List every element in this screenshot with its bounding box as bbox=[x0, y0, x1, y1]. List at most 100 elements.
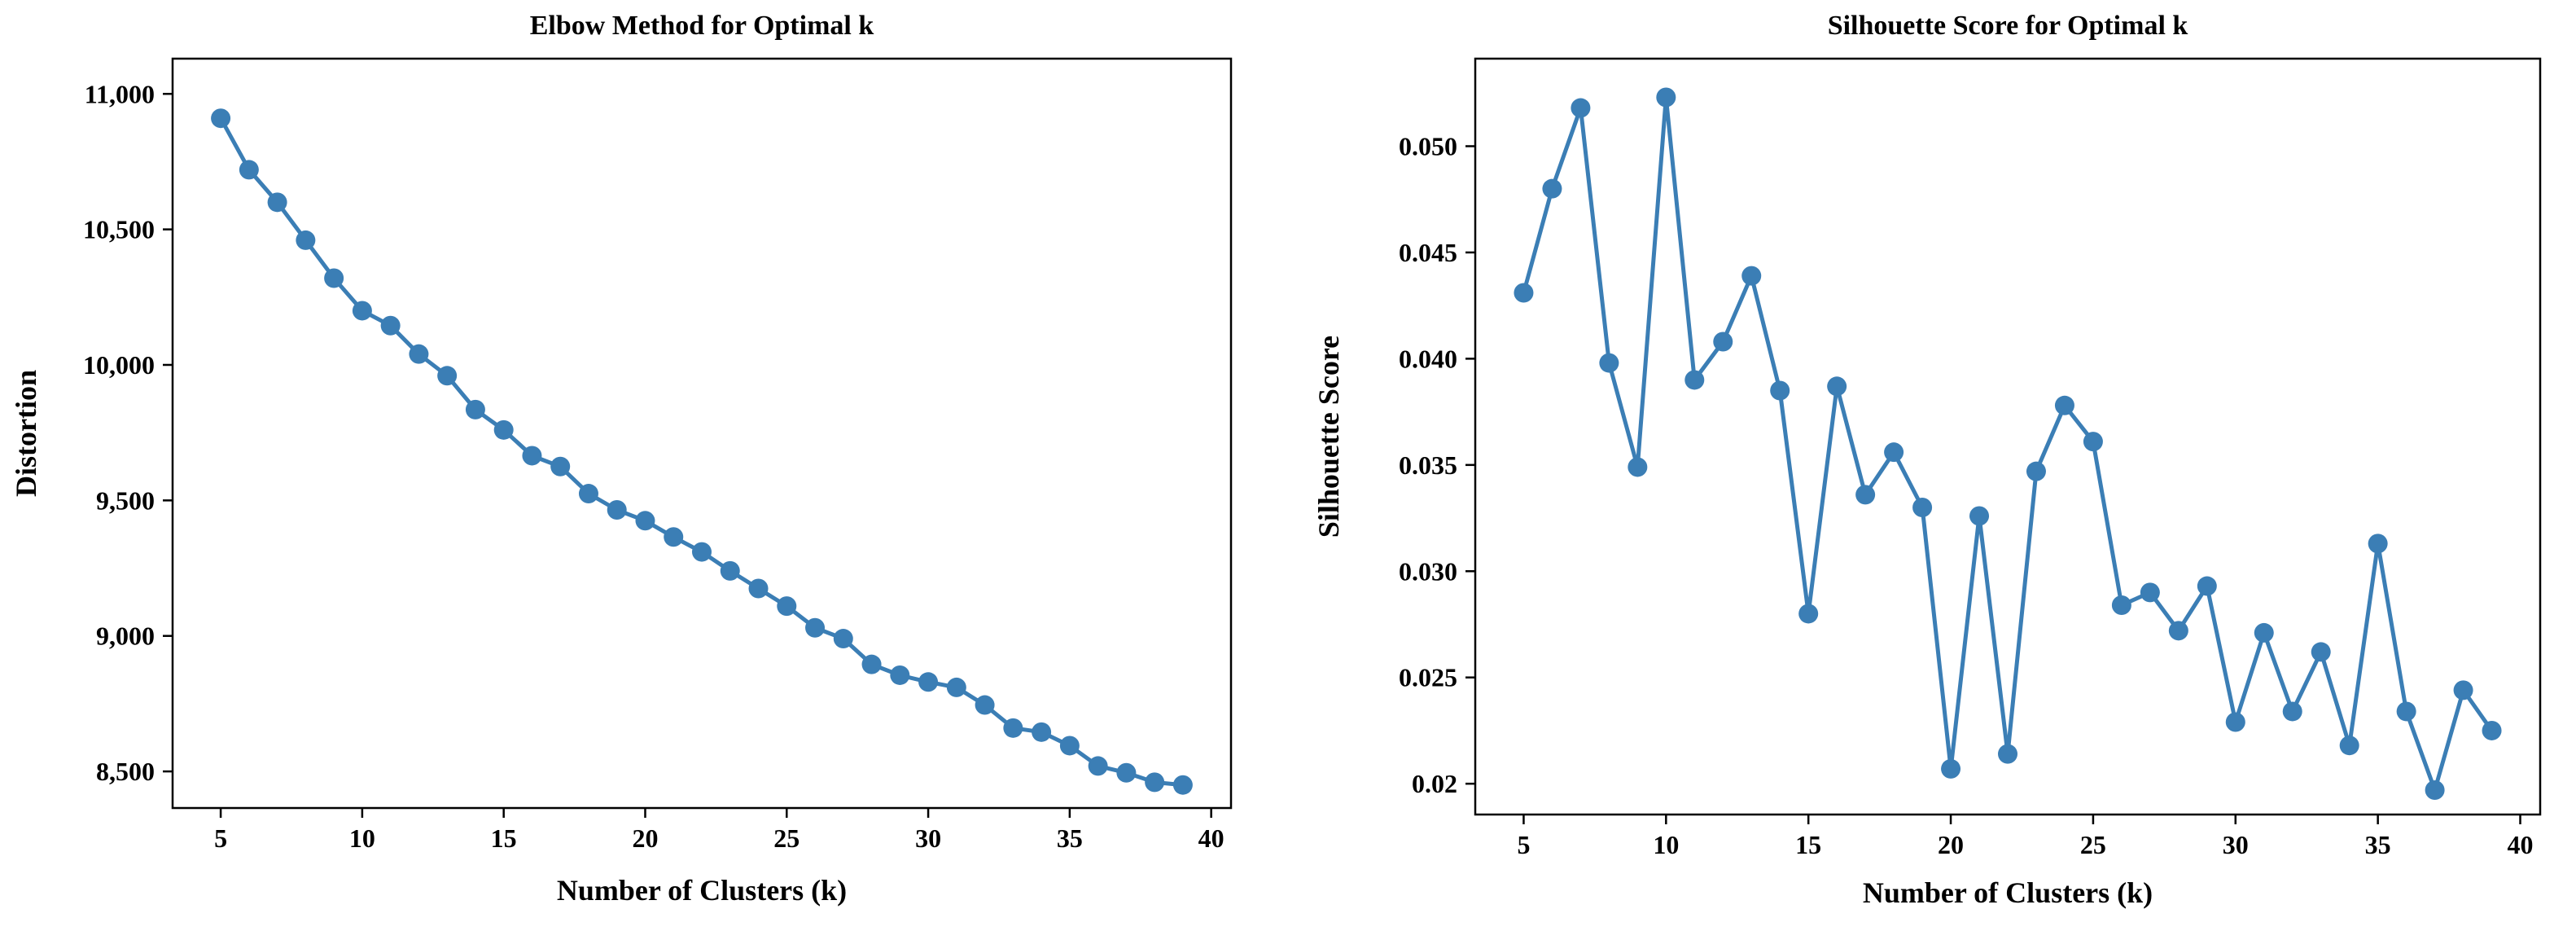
elbow-x-tick-label: 35 bbox=[1057, 823, 1083, 853]
elbow-point-k16 bbox=[522, 446, 542, 466]
silhouette-point-k7 bbox=[1571, 98, 1591, 118]
silhouette-point-k37 bbox=[2425, 779, 2445, 800]
elbow-point-k35 bbox=[1059, 736, 1080, 756]
elbow-point-k24 bbox=[748, 578, 769, 599]
elbow-point-k6 bbox=[239, 160, 259, 180]
silhouette-y-tick-label: 0.025 bbox=[1399, 663, 1457, 692]
silhouette-point-k6 bbox=[1542, 178, 1562, 199]
elbow-point-k10 bbox=[352, 301, 372, 321]
elbow-plot-frame bbox=[171, 57, 1233, 810]
silhouette-point-k11 bbox=[1684, 370, 1705, 390]
silhouette-point-k21 bbox=[1969, 506, 1990, 526]
elbow-point-k5 bbox=[211, 108, 231, 129]
silhouette-point-k27 bbox=[2140, 582, 2160, 603]
silhouette-point-k17 bbox=[1855, 485, 1876, 505]
elbow-point-k23 bbox=[720, 560, 740, 581]
elbow-point-k38 bbox=[1145, 772, 1165, 793]
elbow-point-k21 bbox=[664, 527, 684, 547]
silhouette-point-k14 bbox=[1770, 380, 1790, 401]
elbow-point-k31 bbox=[946, 677, 966, 697]
elbow-x-tick-label: 25 bbox=[773, 823, 800, 853]
elbow-point-k22 bbox=[692, 542, 712, 562]
elbow-point-k11 bbox=[380, 315, 401, 336]
elbow-point-k25 bbox=[777, 596, 797, 617]
elbow-y-tick-label: 11,000 bbox=[85, 79, 155, 108]
elbow-point-k19 bbox=[607, 499, 627, 520]
silhouette-point-k22 bbox=[1998, 744, 2017, 764]
elbow-y-tick-label: 10,500 bbox=[83, 215, 155, 244]
silhouette-chart-title: Silhouette Score for Optimal k bbox=[1828, 11, 2188, 41]
elbow-point-k36 bbox=[1088, 756, 1108, 776]
elbow-point-k18 bbox=[578, 484, 598, 504]
elbow-x-tick-label: 15 bbox=[491, 823, 517, 853]
silhouette-y-tick-label: 0.045 bbox=[1399, 238, 1457, 267]
silhouette-point-k15 bbox=[1798, 604, 1819, 624]
silhouette-y-tick-label: 0.040 bbox=[1399, 344, 1457, 373]
elbow-x-tick-label: 5 bbox=[214, 823, 227, 853]
silhouette-point-k10 bbox=[1656, 87, 1676, 108]
elbow-point-k37 bbox=[1116, 762, 1137, 783]
elbow-point-k14 bbox=[465, 399, 485, 419]
elbow-point-k17 bbox=[550, 456, 571, 476]
silhouette-point-k25 bbox=[2083, 432, 2103, 452]
silhouette-point-k35 bbox=[2368, 534, 2388, 554]
silhouette-point-k5 bbox=[1514, 283, 1534, 303]
silhouette-point-k39 bbox=[2482, 720, 2502, 740]
elbow-chart: Elbow Method for Optimal k Number of Clu… bbox=[10, 11, 1233, 907]
elbow-point-k29 bbox=[890, 665, 910, 685]
elbow-series-line bbox=[218, 116, 1184, 788]
silhouette-series-line bbox=[1522, 95, 2494, 793]
elbow-x-tick-label: 40 bbox=[1198, 823, 1224, 853]
elbow-point-k20 bbox=[635, 511, 655, 531]
elbow-point-k39 bbox=[1172, 775, 1193, 795]
elbow-point-k12 bbox=[409, 344, 429, 364]
silhouette-y-tick-label: 0.035 bbox=[1399, 450, 1457, 480]
silhouette-x-tick-label: 25 bbox=[2080, 830, 2106, 859]
silhouette-x-tick-label: 15 bbox=[1795, 830, 1821, 859]
silhouette-point-k20 bbox=[1941, 758, 1961, 779]
elbow-y-axis-label: Distortion bbox=[10, 370, 42, 497]
silhouette-y-tick-label: 0.050 bbox=[1399, 131, 1457, 160]
silhouette-chart: Silhouette Score for Optimal k Number of… bbox=[1312, 11, 2542, 909]
elbow-point-k13 bbox=[437, 366, 458, 386]
silhouette-x-tick-label: 30 bbox=[2223, 830, 2249, 859]
elbow-y-tick-label: 8,500 bbox=[96, 757, 155, 786]
elbow-point-k28 bbox=[861, 654, 882, 674]
silhouette-point-k9 bbox=[1628, 457, 1648, 477]
silhouette-plot-frame bbox=[1474, 57, 2542, 816]
elbow-point-k34 bbox=[1032, 722, 1052, 742]
silhouette-point-k28 bbox=[2168, 621, 2188, 641]
silhouette-point-k24 bbox=[2054, 395, 2074, 415]
elbow-point-k9 bbox=[324, 268, 344, 288]
silhouette-point-k26 bbox=[2111, 595, 2131, 616]
elbow-y-tick-label: 10,000 bbox=[83, 350, 155, 380]
elbow-ticks: 5 10 15 20 25 30 35 40 8,500 9,000 9,500 10,000 10,5… bbox=[83, 79, 1224, 853]
silhouette-point-k31 bbox=[2254, 622, 2274, 643]
silhouette-x-tick-label: 20 bbox=[1938, 830, 1964, 859]
elbow-point-k30 bbox=[918, 672, 939, 692]
silhouette-x-tick-label: 5 bbox=[1517, 830, 1530, 859]
elbow-point-k32 bbox=[975, 695, 995, 715]
silhouette-point-k16 bbox=[1827, 376, 1847, 397]
elbow-point-k8 bbox=[296, 230, 316, 250]
elbow-point-k27 bbox=[833, 629, 853, 649]
silhouette-point-k38 bbox=[2453, 680, 2473, 700]
silhouette-y-tick-label: 0.030 bbox=[1399, 556, 1457, 586]
silhouette-point-k30 bbox=[2225, 712, 2245, 732]
silhouette-x-tick-label: 10 bbox=[1653, 830, 1679, 859]
silhouette-point-k8 bbox=[1599, 353, 1619, 373]
silhouette-point-k18 bbox=[1884, 442, 1904, 463]
silhouette-plot-area bbox=[1514, 87, 2502, 800]
silhouette-x-tick-label: 35 bbox=[2365, 830, 2391, 859]
silhouette-point-k13 bbox=[1741, 266, 1762, 286]
elbow-x-tick-label: 30 bbox=[915, 823, 941, 853]
elbow-y-tick-label: 9,500 bbox=[96, 485, 155, 515]
elbow-x-tick-label: 10 bbox=[349, 823, 375, 853]
elbow-plot-area bbox=[211, 108, 1193, 795]
silhouette-point-k32 bbox=[2282, 701, 2302, 722]
silhouette-y-tick-label: 0.02 bbox=[1412, 769, 1457, 798]
silhouette-point-k36 bbox=[2396, 701, 2416, 722]
silhouette-y-axis-label: Silhouette Score bbox=[1312, 336, 1345, 538]
silhouette-point-k29 bbox=[2197, 576, 2217, 596]
